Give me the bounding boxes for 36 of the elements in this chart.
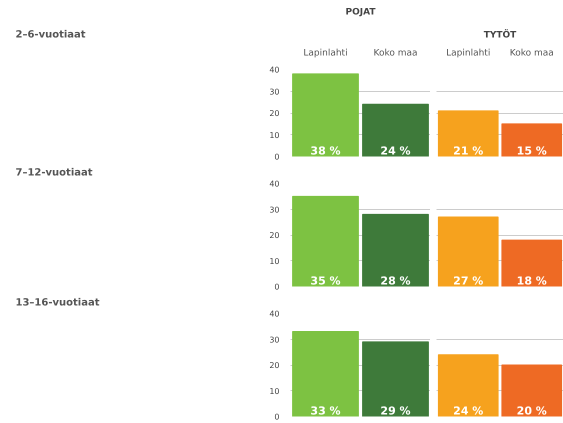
data-label: 33 % [310,404,341,418]
data-label: 29 % [380,404,411,418]
y-tick-label: 40 [269,180,280,188]
y-tick-label: 0 [274,282,280,292]
data-label: 38 % [310,144,341,158]
x-tick-label: Lapinlahti [303,48,348,58]
data-label: 28 % [380,274,411,288]
text: 13–16-vuotiaat [16,298,100,308]
y-tick-label: 0 [274,152,280,162]
y-tick-label: 20 [269,109,280,118]
x-tick-label: Koko maa [373,48,418,58]
data-label: 15 % [516,144,547,158]
chart-title: POJAT [346,8,376,18]
data-label: 27 % [453,274,484,288]
y-tick-label: 30 [269,335,280,344]
chart-title: TYTÖT [484,28,518,40]
text: 7–12-vuotiaat [16,168,93,178]
x-tick-label: Koko maa [510,48,554,58]
y-tick-label: 0 [274,412,280,422]
data-label: 20 % [516,404,547,418]
y-tick-label: 40 [269,310,280,318]
y-tick-label: 20 [269,361,280,370]
y-tick-label: 30 [269,205,280,214]
y-tick-label: 10 [269,130,280,140]
data-label: 35 % [310,274,341,288]
data-label: 21 % [453,144,484,158]
y-tick-label: 20 [269,231,280,240]
y-tick-label: 40 [269,66,280,74]
x-tick-label: Lapinlahti [446,48,490,58]
y-tick-label: 10 [269,256,280,266]
data-label: 24 % [453,404,484,418]
text: 2–6-vuotiaat [16,30,86,40]
y-tick-label: 10 [269,386,280,396]
data-label: 24 % [380,144,411,158]
y-tick-label: 30 [269,87,280,96]
data-label: 18 % [516,274,547,288]
